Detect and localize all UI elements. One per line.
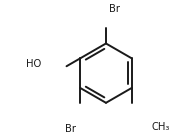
Text: HO: HO bbox=[26, 59, 41, 69]
Text: Br: Br bbox=[65, 124, 76, 134]
Text: CH₃: CH₃ bbox=[152, 122, 170, 132]
Text: Br: Br bbox=[109, 5, 120, 14]
